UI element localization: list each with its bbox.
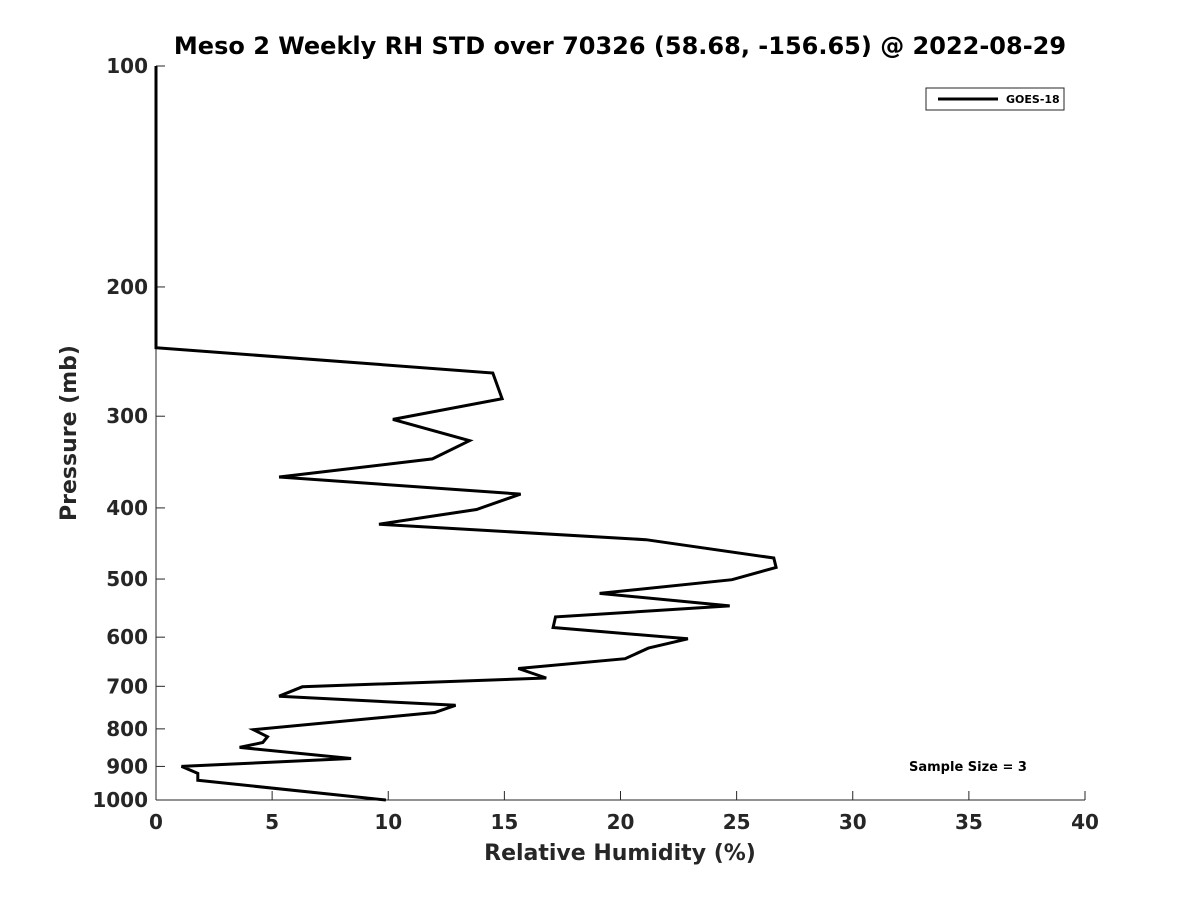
x-tick-label: 20 xyxy=(607,810,635,834)
plot-area: 0 5 10 15 20 25 30 35 40 100 200 300 400 500 600 700 80… xyxy=(92,54,1099,834)
x-tick-label: 40 xyxy=(1071,810,1099,834)
chart-title: Meso 2 Weekly RH STD over 70326 (58.68, … xyxy=(174,32,1066,60)
x-axis-ticks: 0 5 10 15 20 25 30 35 40 xyxy=(149,791,1099,834)
y-tick-label: 900 xyxy=(106,754,148,778)
x-tick-label: 0 xyxy=(149,810,163,834)
y-tick-label: 100 xyxy=(106,54,148,78)
y-tick-label: 800 xyxy=(106,717,148,741)
legend-label-goes-18: GOES-18 xyxy=(1006,93,1060,106)
sample-size-annotation: Sample Size = 3 xyxy=(909,760,1027,775)
legend: GOES-18 xyxy=(925,87,1065,111)
y-tick-label: 500 xyxy=(106,567,148,591)
x-tick-label: 30 xyxy=(839,810,867,834)
x-tick-label: 15 xyxy=(490,810,518,834)
series-line-goes-18 xyxy=(154,66,778,802)
x-tick-label: 10 xyxy=(374,810,402,834)
y-axis-title: Pressure (mb) xyxy=(57,345,82,521)
y-tick-label: 200 xyxy=(106,275,148,299)
y-axis-ticks: 100 200 300 400 500 600 700 800 900 1000 xyxy=(92,54,165,812)
y-tick-label: 400 xyxy=(106,496,148,520)
y-tick-label: 700 xyxy=(106,674,148,698)
x-tick-label: 25 xyxy=(723,810,751,834)
x-tick-label: 35 xyxy=(955,810,983,834)
y-tick-label: 300 xyxy=(106,404,148,428)
x-tick-label: 5 xyxy=(265,810,279,834)
y-tick-label: 1000 xyxy=(92,788,148,812)
x-axis-title: Relative Humidity (%) xyxy=(484,841,756,866)
series-layer xyxy=(154,66,778,802)
y-tick-label: 600 xyxy=(106,625,148,649)
